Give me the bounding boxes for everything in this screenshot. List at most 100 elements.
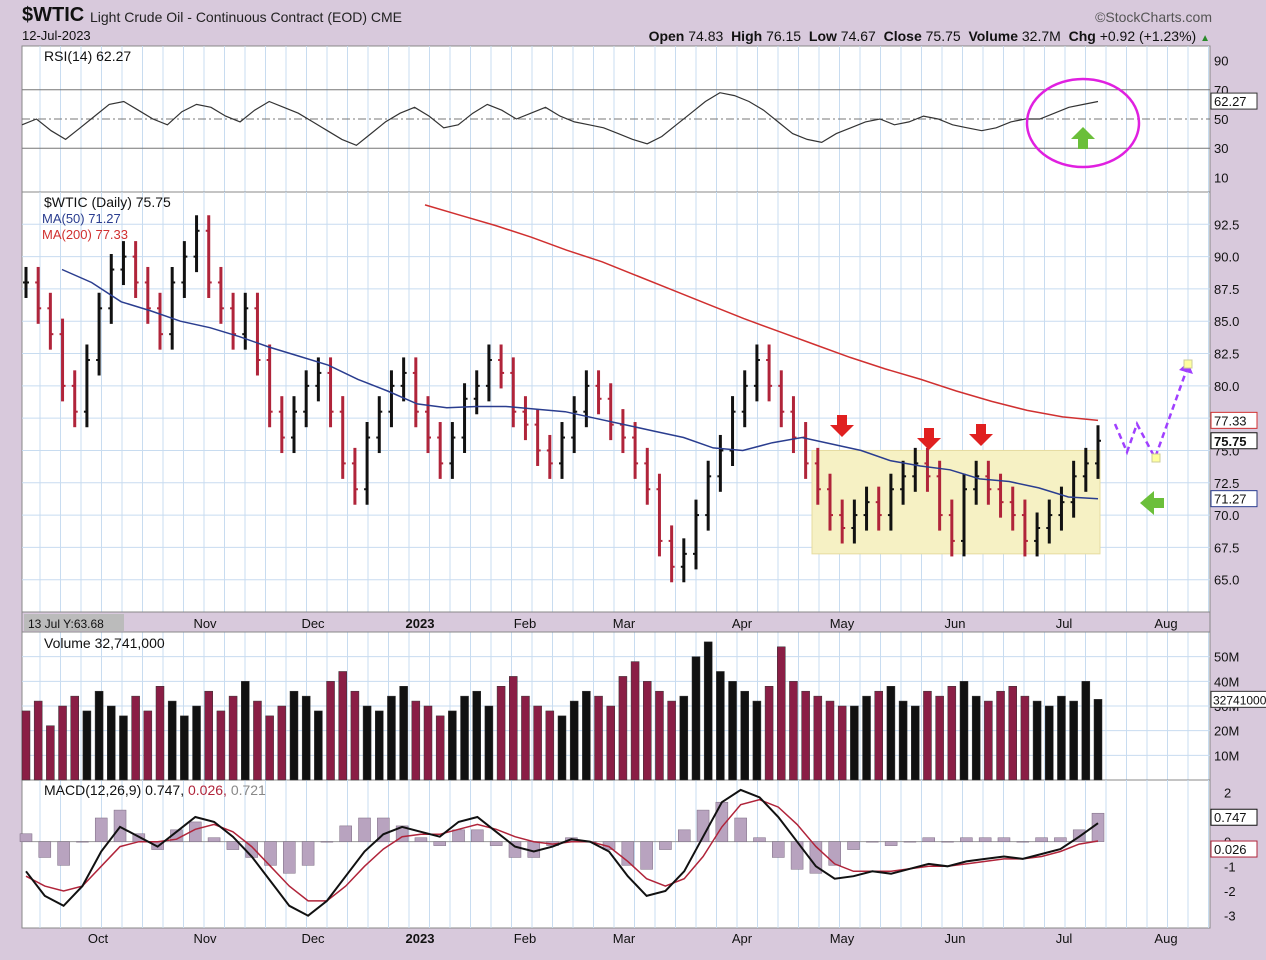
macd-x-label: Apr	[732, 931, 753, 946]
volume-bar	[46, 725, 55, 781]
price-tick-label: 82.5	[1214, 347, 1239, 362]
rsi-title: RSI(14) 62.27	[44, 48, 131, 64]
macd-x-label: May	[830, 931, 855, 946]
volume-bar	[679, 695, 689, 781]
volume-bar	[131, 695, 140, 781]
volume-bar	[716, 671, 725, 781]
macd-histogram-bar	[640, 841, 653, 870]
macd-histogram-bar	[734, 817, 747, 842]
price-right-label-box	[1210, 432, 1258, 450]
macd-histogram-bar	[452, 829, 465, 842]
volume-bar	[94, 690, 104, 781]
volume-title: Volume 32,741,000	[44, 635, 165, 651]
volume-bar	[460, 695, 469, 781]
chg-value: +0.92 (+1.23%)	[1099, 28, 1197, 44]
price-x-label: Dec	[301, 616, 325, 631]
macd-histogram-bar	[677, 829, 691, 842]
macd-title-part: MACD(12,26,9)	[44, 782, 145, 798]
price-x-label: Feb	[514, 616, 536, 631]
volume-bar	[387, 695, 396, 781]
volume-bar	[582, 690, 591, 781]
volume-bar	[545, 710, 555, 781]
volume-bar	[472, 690, 481, 781]
price-x-label: Jun	[945, 616, 966, 631]
price-tick-label: 92.5	[1214, 217, 1239, 232]
volume-bar	[801, 690, 810, 781]
price-x-label: Apr	[732, 616, 753, 631]
macd-histogram-bar	[320, 841, 334, 843]
volume-bar	[496, 686, 506, 781]
volume-bar	[667, 700, 676, 781]
macd-right-label: 0.026	[1214, 842, 1247, 857]
macd-histogram-bar	[753, 837, 766, 842]
volume-bar	[435, 715, 445, 781]
macd-histogram-bar	[358, 817, 371, 842]
volume-bar	[107, 705, 116, 781]
brand-label: ©StockCharts.com	[1095, 9, 1212, 25]
macd-right-label: 0.747	[1214, 810, 1247, 825]
macd-histogram-bar	[471, 829, 484, 842]
rsi-tick-label: 10	[1214, 170, 1228, 185]
price-stats: Open 74.83 High 76.15 Low 74.67 Close 75…	[649, 28, 1210, 44]
volume-bar	[1093, 699, 1103, 781]
macd-histogram-bar	[283, 841, 296, 874]
low-label: Low	[808, 28, 837, 44]
macd-x-label: 2023	[406, 931, 435, 946]
macd-title: MACD(12,26,9) 0.747, 0.026, 0.721	[44, 782, 266, 798]
volume-bar	[911, 705, 920, 781]
volume-bar	[1020, 695, 1030, 781]
volume-bar	[752, 700, 762, 781]
price-tick-label: 67.5	[1214, 540, 1239, 555]
price-x-label: Nov	[193, 616, 217, 631]
volume-bar	[192, 705, 201, 781]
volume-bar	[167, 700, 177, 781]
volume-bar	[301, 695, 311, 781]
rsi-tick-label: 30	[1214, 141, 1228, 156]
volume-bar	[241, 681, 250, 781]
macd-x-label: Aug	[1154, 931, 1177, 946]
resistance-down-arrow-icon	[917, 428, 941, 450]
volume-bar	[277, 705, 287, 781]
macd-histogram-bar	[207, 837, 221, 842]
volume-last-value-box	[1210, 690, 1266, 708]
volume-bar	[740, 690, 749, 781]
chg-label: Chg	[1068, 28, 1096, 44]
volume-bar	[594, 695, 603, 781]
symbol-title: $WTIC	[22, 4, 85, 26]
volume-bar	[228, 695, 238, 781]
macd-histogram-bar	[57, 841, 70, 866]
price-x-label: Jul	[1056, 616, 1073, 631]
open-value: 74.83	[688, 28, 724, 44]
macd-histogram-bar	[94, 817, 108, 842]
macd-histogram-bar	[226, 841, 240, 850]
macd-x-label: Nov	[193, 931, 217, 946]
volume-tick-label: 10M	[1214, 748, 1239, 763]
volume-bar	[618, 676, 628, 781]
macd-x-label: Dec	[301, 931, 325, 946]
volume-bar	[643, 681, 652, 781]
volume-bar	[21, 710, 31, 781]
volume-bar	[813, 695, 823, 781]
price-tick-label: 90.0	[1214, 250, 1239, 265]
rsi-tick-label: 50	[1214, 112, 1228, 127]
macd-histogram-bar	[903, 841, 917, 843]
price-right-label: 77.33	[1214, 413, 1247, 428]
macd-tick-label: -2	[1224, 884, 1236, 899]
macd-right-label-box	[1210, 808, 1258, 826]
price-tick-label: 87.5	[1214, 282, 1239, 297]
macd-histogram-bar	[339, 825, 352, 842]
volume-bar	[947, 686, 957, 781]
volume-bar	[1008, 686, 1017, 781]
macd-tick-label: -1	[1224, 859, 1236, 874]
macd-histogram-bar	[19, 833, 33, 842]
volume-bar	[399, 686, 408, 781]
volume-bar	[1069, 700, 1078, 781]
volume-bar	[1032, 700, 1042, 781]
macd-panel-bg	[21, 779, 1211, 929]
rsi-tick-label: 90	[1214, 54, 1228, 69]
volume-bar	[886, 686, 896, 781]
macd-title-part: 0.747,	[145, 782, 188, 798]
volume-bar	[557, 715, 567, 781]
volume-bar	[984, 700, 993, 781]
volume-bar	[375, 710, 384, 781]
